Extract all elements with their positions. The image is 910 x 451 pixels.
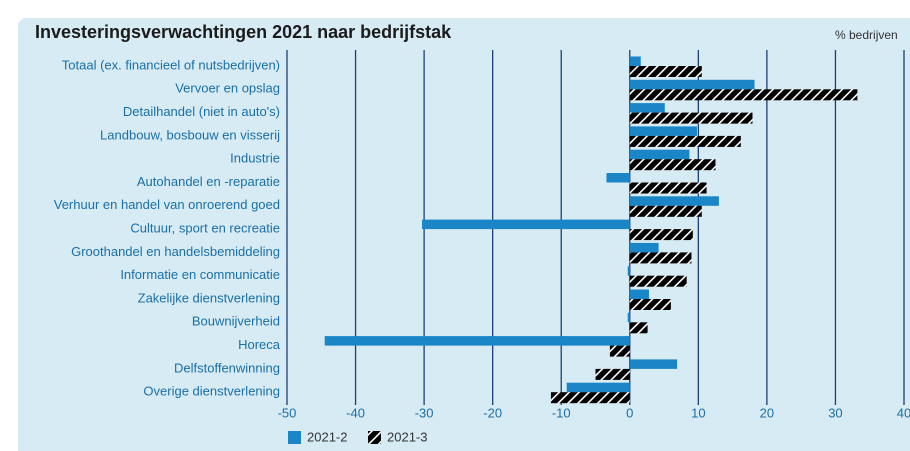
category-label: Horeca — [238, 337, 281, 352]
bar — [627, 266, 630, 276]
x-tick-label: 40 — [897, 405, 910, 420]
category-label: Bouwnijverheid — [192, 314, 280, 329]
x-tick-label: 30 — [828, 405, 842, 420]
bar — [629, 322, 648, 334]
legend-swatch — [368, 431, 381, 444]
bar — [629, 229, 693, 241]
category-label: Autohandel en -reparatie — [137, 174, 280, 189]
bar — [629, 112, 753, 124]
bar — [606, 173, 630, 183]
x-tick-label: 0 — [626, 405, 633, 420]
bar — [629, 126, 697, 136]
x-tick-label: -20 — [483, 405, 502, 420]
chart-title: Investeringsverwachtingen 2021 naar bedr… — [35, 22, 452, 42]
bar — [609, 345, 630, 357]
category-label: Totaal (ex. financieel of nutsbedrijven) — [62, 57, 280, 72]
bar — [422, 219, 630, 230]
x-tick-label: -10 — [552, 405, 571, 420]
bar — [629, 89, 858, 101]
category-label: Detailhandel (niet in auto's) — [123, 104, 280, 119]
bar — [629, 359, 678, 369]
bar — [550, 392, 630, 404]
legend-label: 2021-3 — [387, 429, 427, 444]
category-label: Vervoer en opslag — [175, 81, 280, 96]
legend-label: 2021-2 — [307, 429, 347, 444]
category-label: Overige dienstverlening — [143, 384, 280, 399]
bar — [595, 368, 630, 380]
unit-label: % bedrijven — [835, 28, 898, 42]
category-label: Cultuur, sport en recreatie — [130, 221, 280, 236]
panel — [18, 18, 910, 451]
bar — [629, 299, 671, 310]
bar — [627, 312, 630, 323]
category-label: Delfstoffenwinning — [174, 360, 280, 375]
category-label: Informatie en communicatie — [120, 267, 280, 282]
bar — [629, 275, 687, 287]
x-tick-label: 10 — [691, 405, 705, 420]
bar — [629, 205, 702, 217]
x-tick-label: -30 — [415, 405, 434, 420]
bar — [566, 382, 630, 393]
bar — [324, 336, 630, 346]
bar — [629, 149, 690, 160]
bar — [629, 66, 702, 77]
category-label: Zakelijke dienstverlening — [138, 290, 280, 305]
bar — [629, 242, 659, 253]
x-tick-label: -40 — [346, 405, 365, 420]
legend-swatch — [288, 431, 301, 444]
bar — [629, 289, 649, 299]
category-label: Industrie — [230, 151, 280, 166]
bar — [629, 159, 716, 171]
x-tick-label: -50 — [278, 405, 297, 420]
bar — [629, 196, 719, 206]
bar — [629, 79, 755, 90]
bar — [629, 182, 707, 194]
bar — [629, 56, 641, 66]
x-tick-label: 20 — [760, 405, 774, 420]
bar — [629, 103, 665, 113]
category-label: Groothandel en handelsbemiddeling — [71, 244, 280, 259]
category-label: Landbouw, bosbouw en visserij — [100, 127, 280, 142]
bar — [629, 252, 692, 264]
category-label: Verhuur en handel van onroerend goed — [54, 197, 280, 212]
bar — [629, 135, 741, 147]
